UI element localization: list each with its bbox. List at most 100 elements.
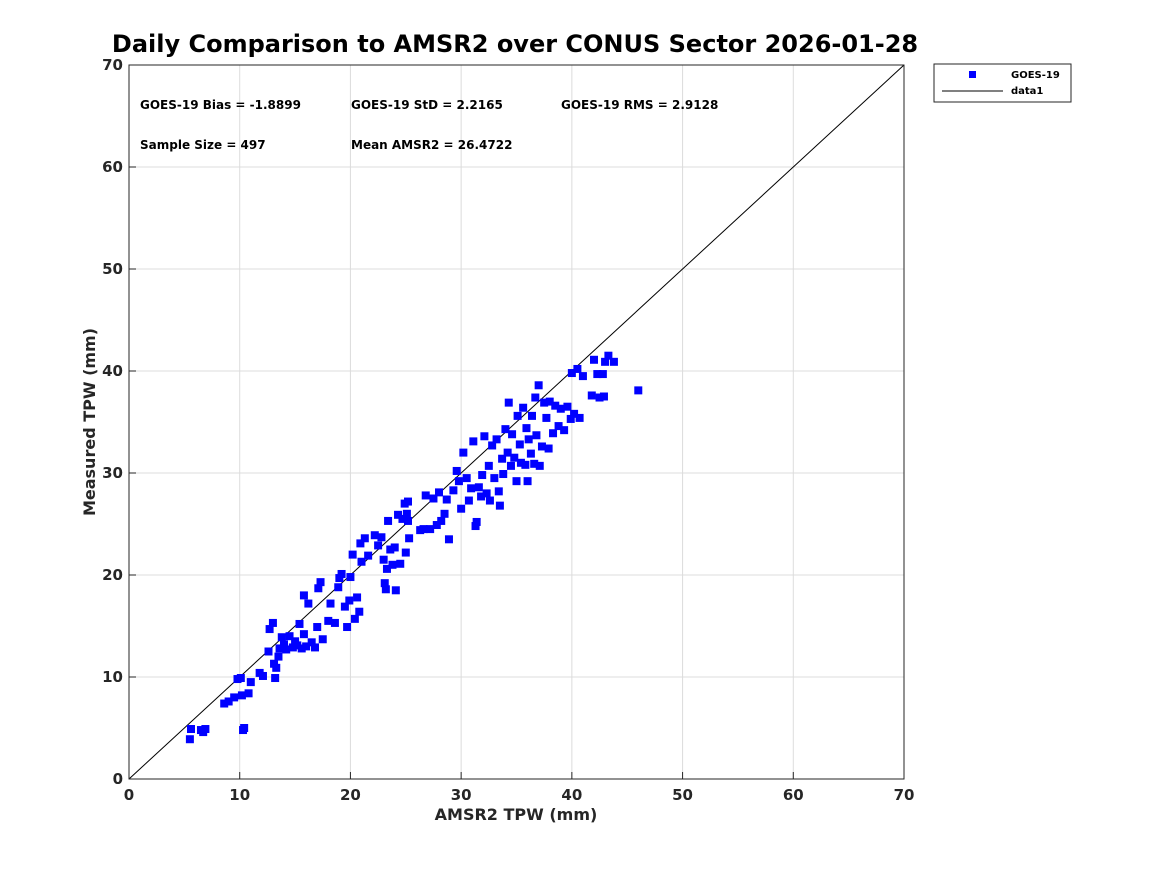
stat-sample-size: Sample Size = 497 bbox=[140, 138, 266, 152]
data-point bbox=[313, 623, 322, 632]
data-point bbox=[528, 411, 536, 420]
data-point bbox=[401, 548, 410, 557]
data-point bbox=[609, 357, 618, 366]
data-point bbox=[549, 429, 558, 438]
data-point bbox=[398, 514, 407, 523]
data-point bbox=[515, 440, 524, 449]
data-point bbox=[277, 633, 286, 642]
legend-box bbox=[933, 63, 1072, 103]
data-point bbox=[340, 602, 349, 611]
data-point bbox=[598, 370, 607, 379]
data-point bbox=[230, 693, 239, 702]
data-point bbox=[464, 496, 473, 505]
data-point bbox=[595, 393, 604, 402]
data-point bbox=[326, 599, 335, 608]
data-point bbox=[484, 461, 493, 470]
data-point bbox=[272, 663, 281, 672]
y-tick-label: 30 bbox=[102, 464, 123, 482]
stat-std: GOES-19 StD = 2.2165 bbox=[351, 98, 503, 112]
data-point bbox=[556, 404, 565, 413]
data-point bbox=[440, 509, 449, 518]
data-point bbox=[386, 545, 395, 554]
data-point bbox=[513, 411, 522, 420]
data-point bbox=[567, 369, 576, 378]
data-point bbox=[370, 531, 379, 540]
data-point bbox=[185, 735, 194, 744]
axes-frame bbox=[128, 64, 905, 780]
data-point bbox=[391, 586, 400, 595]
data-point bbox=[271, 674, 280, 683]
x-tick-label: 40 bbox=[561, 786, 582, 804]
data-point bbox=[540, 398, 549, 407]
data-point bbox=[563, 402, 572, 411]
data-point bbox=[388, 560, 397, 569]
chart-title: Daily Comparison to AMSR2 over CONUS Sec… bbox=[112, 30, 918, 58]
x-tick-label: 20 bbox=[340, 786, 361, 804]
reference-line-data1 bbox=[128, 64, 905, 780]
data-point bbox=[311, 643, 319, 652]
data-point bbox=[404, 497, 412, 506]
data-point bbox=[444, 535, 453, 544]
data-point bbox=[244, 689, 253, 698]
data-point bbox=[346, 573, 355, 582]
data-point bbox=[604, 351, 613, 360]
data-point bbox=[314, 584, 323, 593]
x-tick-label: 30 bbox=[451, 786, 472, 804]
data-point bbox=[316, 578, 325, 587]
data-point bbox=[421, 491, 430, 500]
data-point bbox=[551, 401, 560, 410]
data-point bbox=[503, 448, 512, 457]
data-point bbox=[240, 724, 249, 732]
data-point bbox=[282, 645, 291, 654]
data-point bbox=[288, 643, 297, 652]
data-point bbox=[295, 619, 304, 628]
data-point bbox=[490, 474, 499, 483]
data-point bbox=[530, 459, 539, 468]
data-point bbox=[405, 534, 414, 543]
data-point bbox=[237, 691, 246, 700]
data-point bbox=[526, 449, 535, 458]
y-axis-label: Measured TPW (mm) bbox=[80, 328, 99, 516]
x-axis-label: AMSR2 TPW (mm) bbox=[435, 805, 598, 824]
data-point bbox=[275, 644, 284, 653]
data-point bbox=[394, 510, 403, 519]
y-tick-label: 40 bbox=[102, 362, 123, 380]
data-point bbox=[512, 477, 521, 486]
data-point bbox=[575, 413, 584, 422]
data-point bbox=[379, 555, 388, 564]
data-point bbox=[364, 551, 373, 560]
grid bbox=[129, 65, 904, 779]
data-point bbox=[299, 591, 308, 600]
data-point bbox=[472, 517, 481, 526]
data-point bbox=[324, 616, 333, 625]
data-point bbox=[535, 461, 544, 470]
data-point bbox=[504, 398, 513, 407]
x-tick-label: 10 bbox=[229, 786, 250, 804]
data-point bbox=[396, 559, 405, 568]
data-point bbox=[578, 372, 587, 381]
data-point bbox=[337, 569, 346, 578]
data-point bbox=[432, 521, 441, 530]
data-point bbox=[377, 533, 386, 542]
x-tick-label: 50 bbox=[672, 786, 693, 804]
data-point bbox=[435, 488, 443, 497]
data-point bbox=[521, 460, 530, 469]
data-point bbox=[318, 635, 327, 644]
data-point bbox=[382, 564, 391, 573]
data-point bbox=[356, 539, 365, 548]
stat-mean: Mean AMSR2 = 26.4722 bbox=[351, 138, 512, 152]
x-tick-label: 60 bbox=[783, 786, 804, 804]
data-point bbox=[545, 397, 554, 406]
data-point bbox=[345, 596, 354, 605]
data-point bbox=[404, 516, 412, 525]
data-point bbox=[587, 391, 596, 400]
data-point bbox=[542, 413, 551, 422]
data-point bbox=[498, 454, 507, 463]
data-point bbox=[474, 483, 483, 492]
y-tick-label: 20 bbox=[102, 566, 123, 584]
data-point bbox=[258, 671, 267, 680]
data-point bbox=[293, 641, 302, 650]
legend-marker-goes19 bbox=[969, 71, 976, 78]
